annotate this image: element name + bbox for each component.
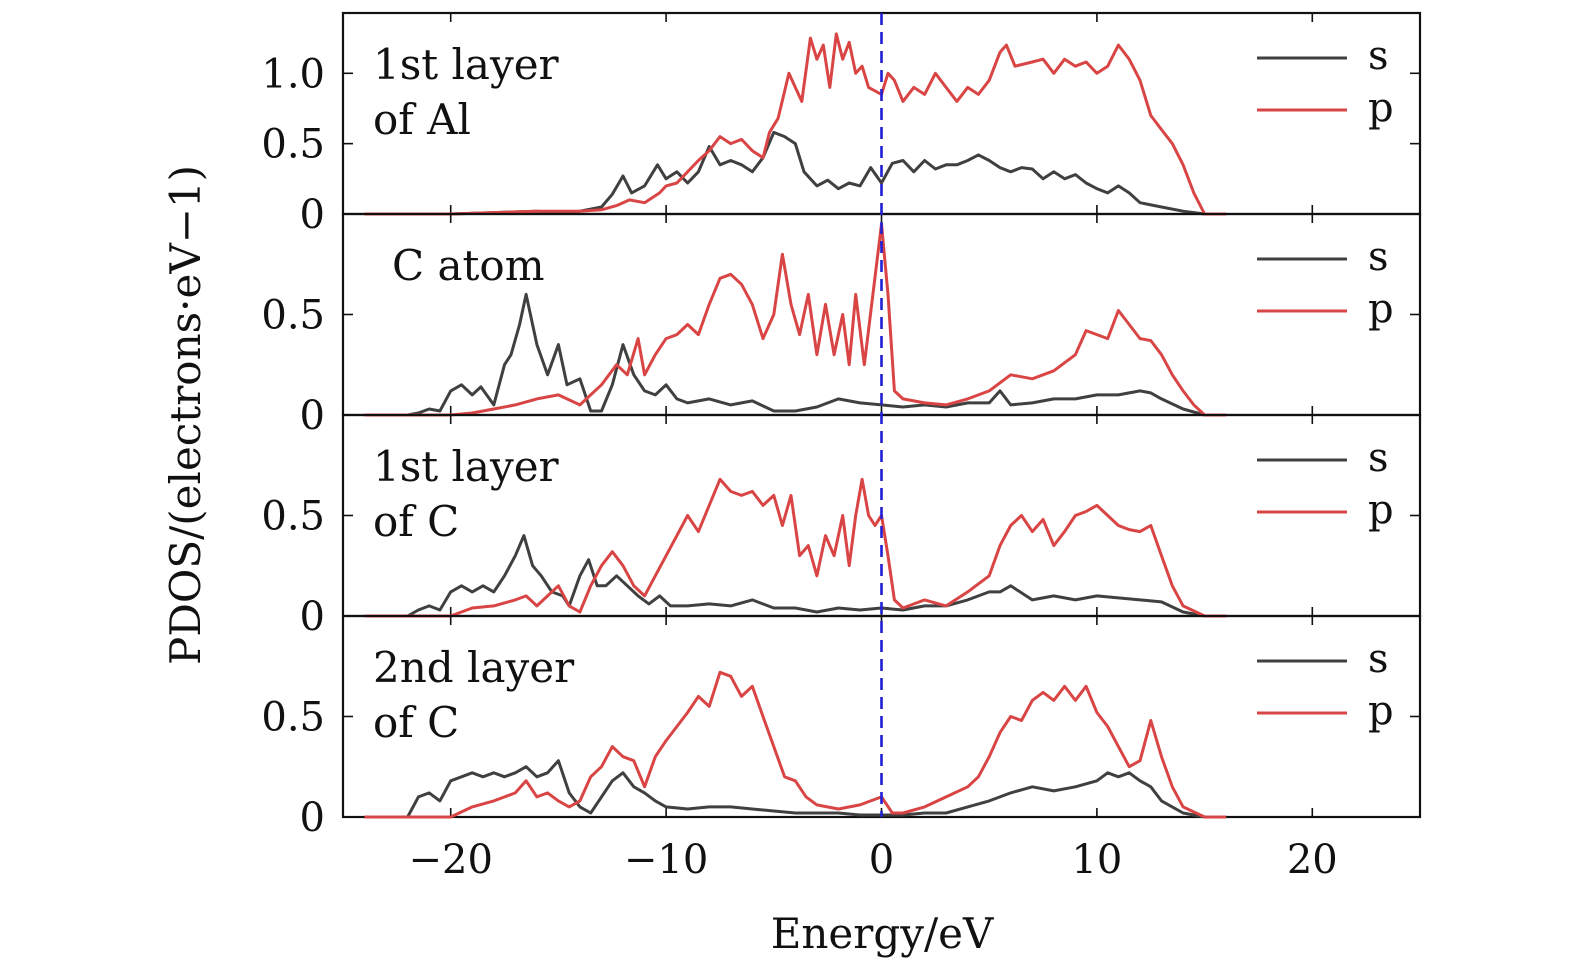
series-line-p bbox=[364, 222, 1227, 417]
panel-c2: 0 0.5 2nd layer of C sp bbox=[261, 614, 1422, 841]
series-line-s bbox=[364, 292, 1227, 417]
panel-label-line: 1st layer bbox=[373, 442, 560, 491]
panel-c1: 0 0.5 1st layer of C sp bbox=[261, 413, 1422, 640]
panel-label-line: 2nd layer bbox=[373, 643, 575, 692]
series-line-p bbox=[364, 32, 1227, 216]
panel-label-line: C atom bbox=[392, 241, 545, 290]
y-tick-label: 0 bbox=[300, 192, 325, 238]
y-tick-label: 0 bbox=[300, 594, 325, 640]
y-tick-label: 0.5 bbox=[261, 493, 325, 539]
legend-label-p: p bbox=[1368, 487, 1394, 533]
legend-label-p: p bbox=[1368, 85, 1394, 131]
series-line-p bbox=[364, 477, 1227, 618]
series-line-s bbox=[364, 759, 1227, 819]
x-tick-label: −10 bbox=[624, 837, 708, 883]
series-line-s bbox=[364, 534, 1227, 618]
x-tick-label: 10 bbox=[1071, 837, 1122, 883]
panel-label-line: of Al bbox=[373, 95, 471, 144]
legend-label-p: p bbox=[1368, 286, 1394, 332]
x-tick-label: 20 bbox=[1287, 837, 1338, 883]
panel-label-line: of C bbox=[373, 698, 459, 747]
panel-al1: 0 0.5 1.0 1st layer of Al sp bbox=[261, 11, 1422, 238]
y-tick-label: 0.5 bbox=[261, 292, 325, 338]
y-axis-label: PDOS/(electrons·eV−1) bbox=[161, 165, 210, 665]
y-tick-label: 0.5 bbox=[261, 694, 325, 740]
legend-label-s: s bbox=[1368, 33, 1389, 79]
y-tick-label: 0 bbox=[300, 393, 325, 439]
legend-label-s: s bbox=[1368, 234, 1389, 280]
panel-label-line: 1st layer bbox=[373, 40, 560, 89]
legend-label-s: s bbox=[1368, 435, 1389, 481]
legend-label-s: s bbox=[1368, 636, 1389, 682]
panel-c_atom: 0 0.5 C atom sp bbox=[261, 212, 1422, 439]
panel-label-line: of C bbox=[373, 497, 459, 546]
x-axis-label: Energy/eV bbox=[771, 909, 994, 958]
legend-label-p: p bbox=[1368, 688, 1394, 734]
y-tick-label: 0.5 bbox=[261, 122, 325, 168]
series-line-p bbox=[364, 670, 1227, 819]
series-line-s bbox=[364, 130, 1227, 216]
x-tick-label: −20 bbox=[408, 837, 492, 883]
y-tick-label: 1.0 bbox=[261, 51, 325, 97]
x-tick-label: 0 bbox=[869, 837, 894, 883]
x-axis: −20 −10 0 10 20 bbox=[408, 837, 1337, 883]
y-tick-label: 0 bbox=[300, 795, 325, 841]
